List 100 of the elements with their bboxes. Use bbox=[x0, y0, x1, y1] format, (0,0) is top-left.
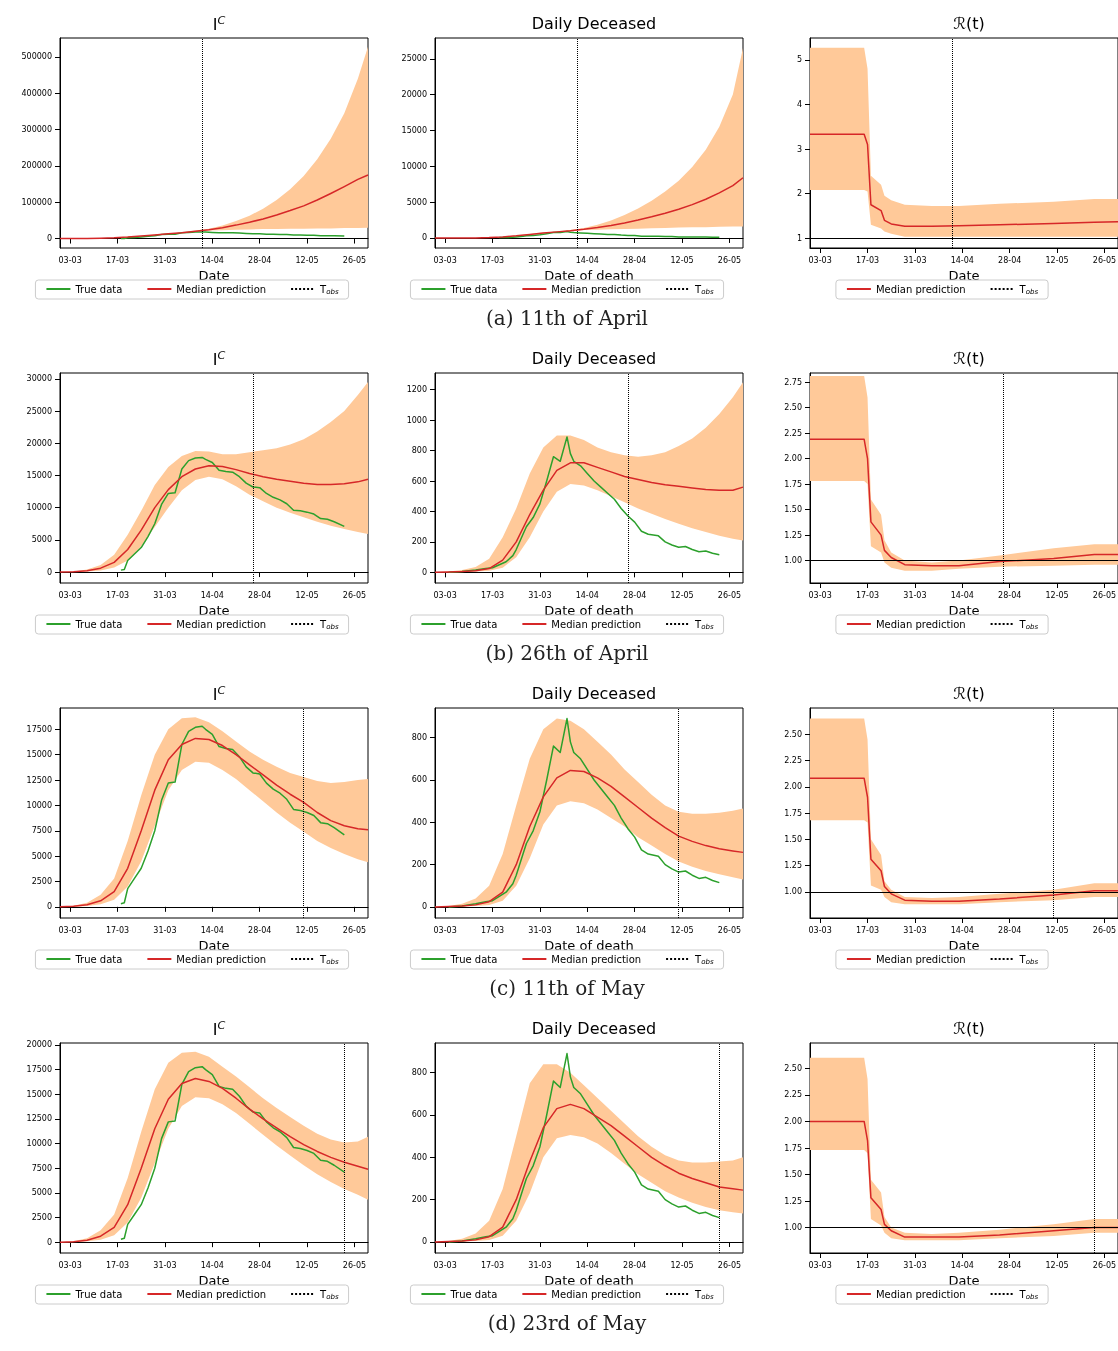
x-tick-label: 03-03 bbox=[433, 255, 457, 265]
x-axis-title: Date bbox=[198, 1272, 230, 1288]
y-tick-label: 600 bbox=[411, 476, 427, 486]
x-tick-label: 14-04 bbox=[200, 925, 224, 935]
y-tick-label: 0 bbox=[421, 567, 427, 577]
y-tick-label: 1.00 bbox=[784, 1223, 802, 1233]
x-tick-label: 17-03 bbox=[480, 590, 505, 600]
x-tick-label: 12-05 bbox=[670, 1260, 694, 1270]
chart-title: Daily Deceased bbox=[531, 1018, 657, 1038]
x-tick-label: 14-04 bbox=[200, 255, 224, 265]
x-tick-label: 28-04 bbox=[998, 255, 1022, 265]
y-tick-label: 800 bbox=[411, 446, 427, 456]
x-axis-title: Date of death bbox=[544, 937, 634, 953]
y-tick-label: 0 bbox=[46, 567, 52, 577]
x-axis-title: Date of death bbox=[544, 1272, 634, 1288]
x-tick-label: 12-05 bbox=[670, 590, 694, 600]
y-tick-label: 2 bbox=[796, 189, 802, 199]
y-tick-label: 0 bbox=[46, 234, 52, 244]
y-tick-label: 2500 bbox=[31, 876, 52, 886]
x-tick-label: 26-05 bbox=[1092, 1260, 1117, 1270]
x-tick-label: 17-03 bbox=[855, 1260, 880, 1270]
y-tick-label: 100000 bbox=[21, 197, 52, 207]
y-tick-label: 1.00 bbox=[784, 556, 802, 566]
x-tick-label: 12-05 bbox=[295, 1260, 319, 1270]
y-tick-label: 5000 bbox=[31, 1188, 52, 1198]
x-tick-label: 14-04 bbox=[950, 590, 974, 600]
x-tick-label: 03-03 bbox=[808, 255, 832, 265]
y-tick-label: 1.75 bbox=[784, 1143, 802, 1153]
legend-label: Median prediction bbox=[875, 618, 966, 630]
x-tick-label: 31-03 bbox=[528, 1260, 552, 1270]
x-axis-title: Date of death bbox=[544, 267, 634, 283]
y-tick-label: 25000 bbox=[401, 54, 427, 64]
x-tick-label: 03-03 bbox=[58, 255, 82, 265]
y-tick-label: 600 bbox=[411, 1110, 427, 1120]
chart-title: ℛ(t) bbox=[953, 683, 985, 703]
legend-label: True data bbox=[449, 618, 498, 630]
y-tick-label: 400 bbox=[411, 1152, 427, 1162]
x-tick-label: 17-03 bbox=[105, 590, 130, 600]
y-tick-label: 20000 bbox=[26, 1040, 52, 1050]
x-tick-label: 03-03 bbox=[58, 590, 82, 600]
legend-label: Median prediction bbox=[551, 953, 642, 965]
x-tick-label: 17-03 bbox=[105, 1260, 130, 1270]
x-tick-label: 14-04 bbox=[200, 1260, 224, 1270]
y-tick-label: 400 bbox=[411, 506, 427, 516]
x-tick-label: 28-04 bbox=[998, 1260, 1022, 1270]
x-tick-label: 17-03 bbox=[105, 255, 130, 265]
y-tick-label: 2.50 bbox=[784, 1063, 802, 1073]
x-tick-label: 12-05 bbox=[295, 925, 319, 935]
y-tick-label: 17500 bbox=[26, 724, 52, 734]
y-tick-label: 200 bbox=[411, 860, 427, 870]
y-tick-label: 2.00 bbox=[784, 782, 802, 792]
x-tick-label: 31-03 bbox=[153, 925, 177, 935]
y-tick-label: 2.00 bbox=[784, 454, 802, 464]
y-tick-label: 800 bbox=[411, 1068, 427, 1078]
x-tick-label: 31-03 bbox=[903, 255, 927, 265]
y-tick-label: 20000 bbox=[26, 438, 52, 448]
x-tick-label: 26-05 bbox=[717, 925, 742, 935]
x-tick-label: 03-03 bbox=[58, 1260, 82, 1270]
x-tick-label: 31-03 bbox=[528, 255, 552, 265]
x-tick-label: 14-04 bbox=[950, 925, 974, 935]
y-tick-label: 200 bbox=[411, 537, 427, 547]
legend-label: Median prediction bbox=[875, 283, 966, 295]
y-tick-label: 10000 bbox=[401, 161, 427, 171]
y-tick-label: 300000 bbox=[21, 125, 52, 135]
y-tick-label: 17500 bbox=[26, 1065, 52, 1075]
x-tick-label: 28-04 bbox=[248, 255, 272, 265]
x-tick-label: 12-05 bbox=[1045, 925, 1069, 935]
x-tick-label: 26-05 bbox=[717, 590, 742, 600]
x-tick-label: 28-04 bbox=[623, 590, 647, 600]
chart-title: Daily Deceased bbox=[531, 13, 657, 33]
legend-label: True data bbox=[74, 283, 123, 295]
y-tick-label: 5000 bbox=[31, 851, 52, 861]
x-tick-label: 31-03 bbox=[903, 590, 927, 600]
chart-title: ℛ(t) bbox=[953, 1018, 985, 1038]
y-tick-label: 2.25 bbox=[784, 756, 802, 765]
y-tick-label: 2.25 bbox=[784, 428, 802, 438]
x-tick-label: 26-05 bbox=[1092, 255, 1117, 265]
y-tick-label: 30000 bbox=[26, 374, 52, 384]
y-tick-label: 200 bbox=[411, 1195, 427, 1205]
x-tick-label: 03-03 bbox=[433, 1260, 457, 1270]
y-tick-label: 2.75 bbox=[784, 377, 802, 387]
y-tick-label: 0 bbox=[46, 1237, 52, 1247]
y-tick-label: 15000 bbox=[401, 125, 427, 135]
x-axis-title: Date bbox=[948, 267, 980, 283]
x-tick-label: 26-05 bbox=[342, 590, 367, 600]
y-tick-label: 5000 bbox=[31, 535, 52, 545]
x-tick-label: 28-04 bbox=[998, 590, 1022, 600]
x-tick-label: 12-05 bbox=[295, 590, 319, 600]
y-tick-label: 7500 bbox=[31, 826, 52, 836]
legend-label: True data bbox=[74, 1288, 123, 1300]
chart-title: Daily Deceased bbox=[531, 348, 657, 368]
x-axis-title: Date bbox=[948, 602, 980, 618]
x-tick-label: 28-04 bbox=[248, 1260, 272, 1270]
x-tick-label: 26-05 bbox=[717, 1260, 742, 1270]
chart-title: ℛ(t) bbox=[953, 13, 985, 33]
y-tick-label: 2.25 bbox=[784, 1090, 802, 1100]
y-tick-label: 15000 bbox=[26, 470, 52, 480]
text: (c) 11th of May bbox=[489, 976, 646, 1000]
y-tick-label: 10000 bbox=[26, 503, 52, 513]
x-axis-title: Date bbox=[198, 267, 230, 283]
